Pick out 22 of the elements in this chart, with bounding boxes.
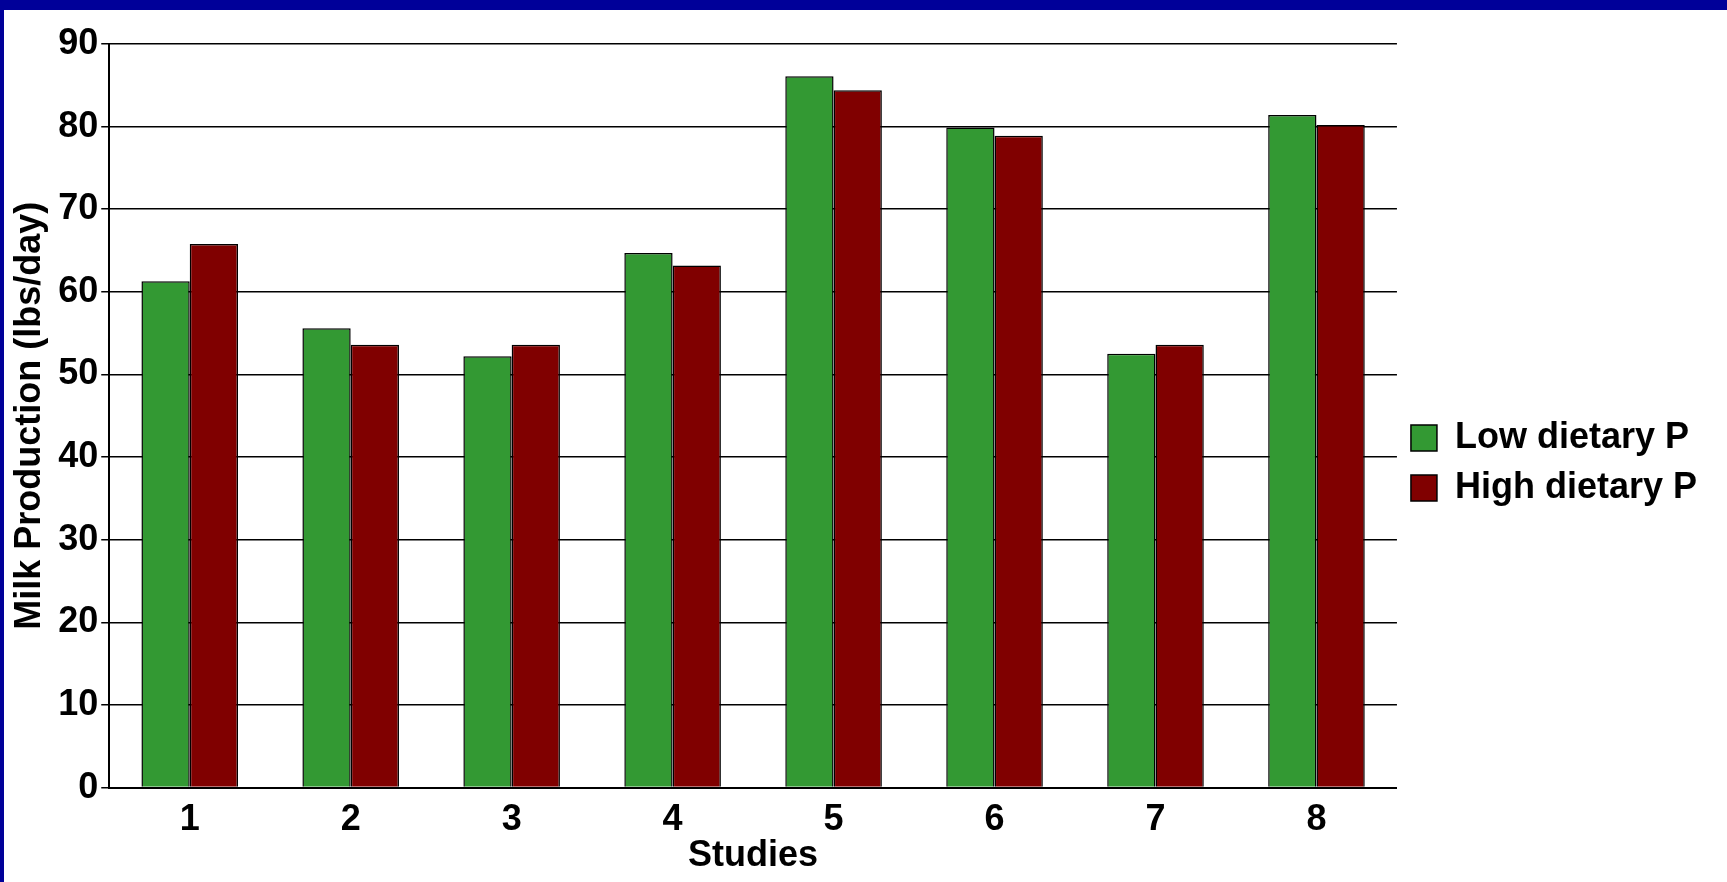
legend-label: High dietary P [1454, 464, 1698, 506]
x-tick-label: 5 [823, 797, 844, 839]
x-tick-label: 2 [340, 797, 361, 839]
y-tick-label: 70 [58, 186, 99, 228]
x-tick-label: 1 [179, 797, 200, 839]
y-tick-label: 0 [78, 764, 99, 806]
legend-label: Low dietary P [1454, 414, 1690, 456]
y-tick-label: 90 [58, 20, 99, 62]
y-tick-label: 30 [58, 516, 99, 558]
y-tick-label: 10 [58, 681, 99, 723]
y-tick-label: 40 [58, 434, 99, 476]
x-tick-label: 4 [662, 797, 683, 839]
x-tick-label: 7 [1145, 797, 1166, 839]
x-axis-title: Studies [688, 833, 819, 875]
y-tick-label: 50 [58, 351, 99, 393]
x-tick-label: 8 [1306, 797, 1327, 839]
x-tick-label: 3 [501, 797, 522, 839]
x-tick-label: 6 [984, 797, 1005, 839]
y-axis-title: Milk Production (lbs/day) [6, 201, 48, 630]
y-tick-label: 20 [58, 599, 99, 641]
y-tick-label: 80 [58, 103, 99, 145]
y-tick-label: 60 [58, 268, 99, 310]
